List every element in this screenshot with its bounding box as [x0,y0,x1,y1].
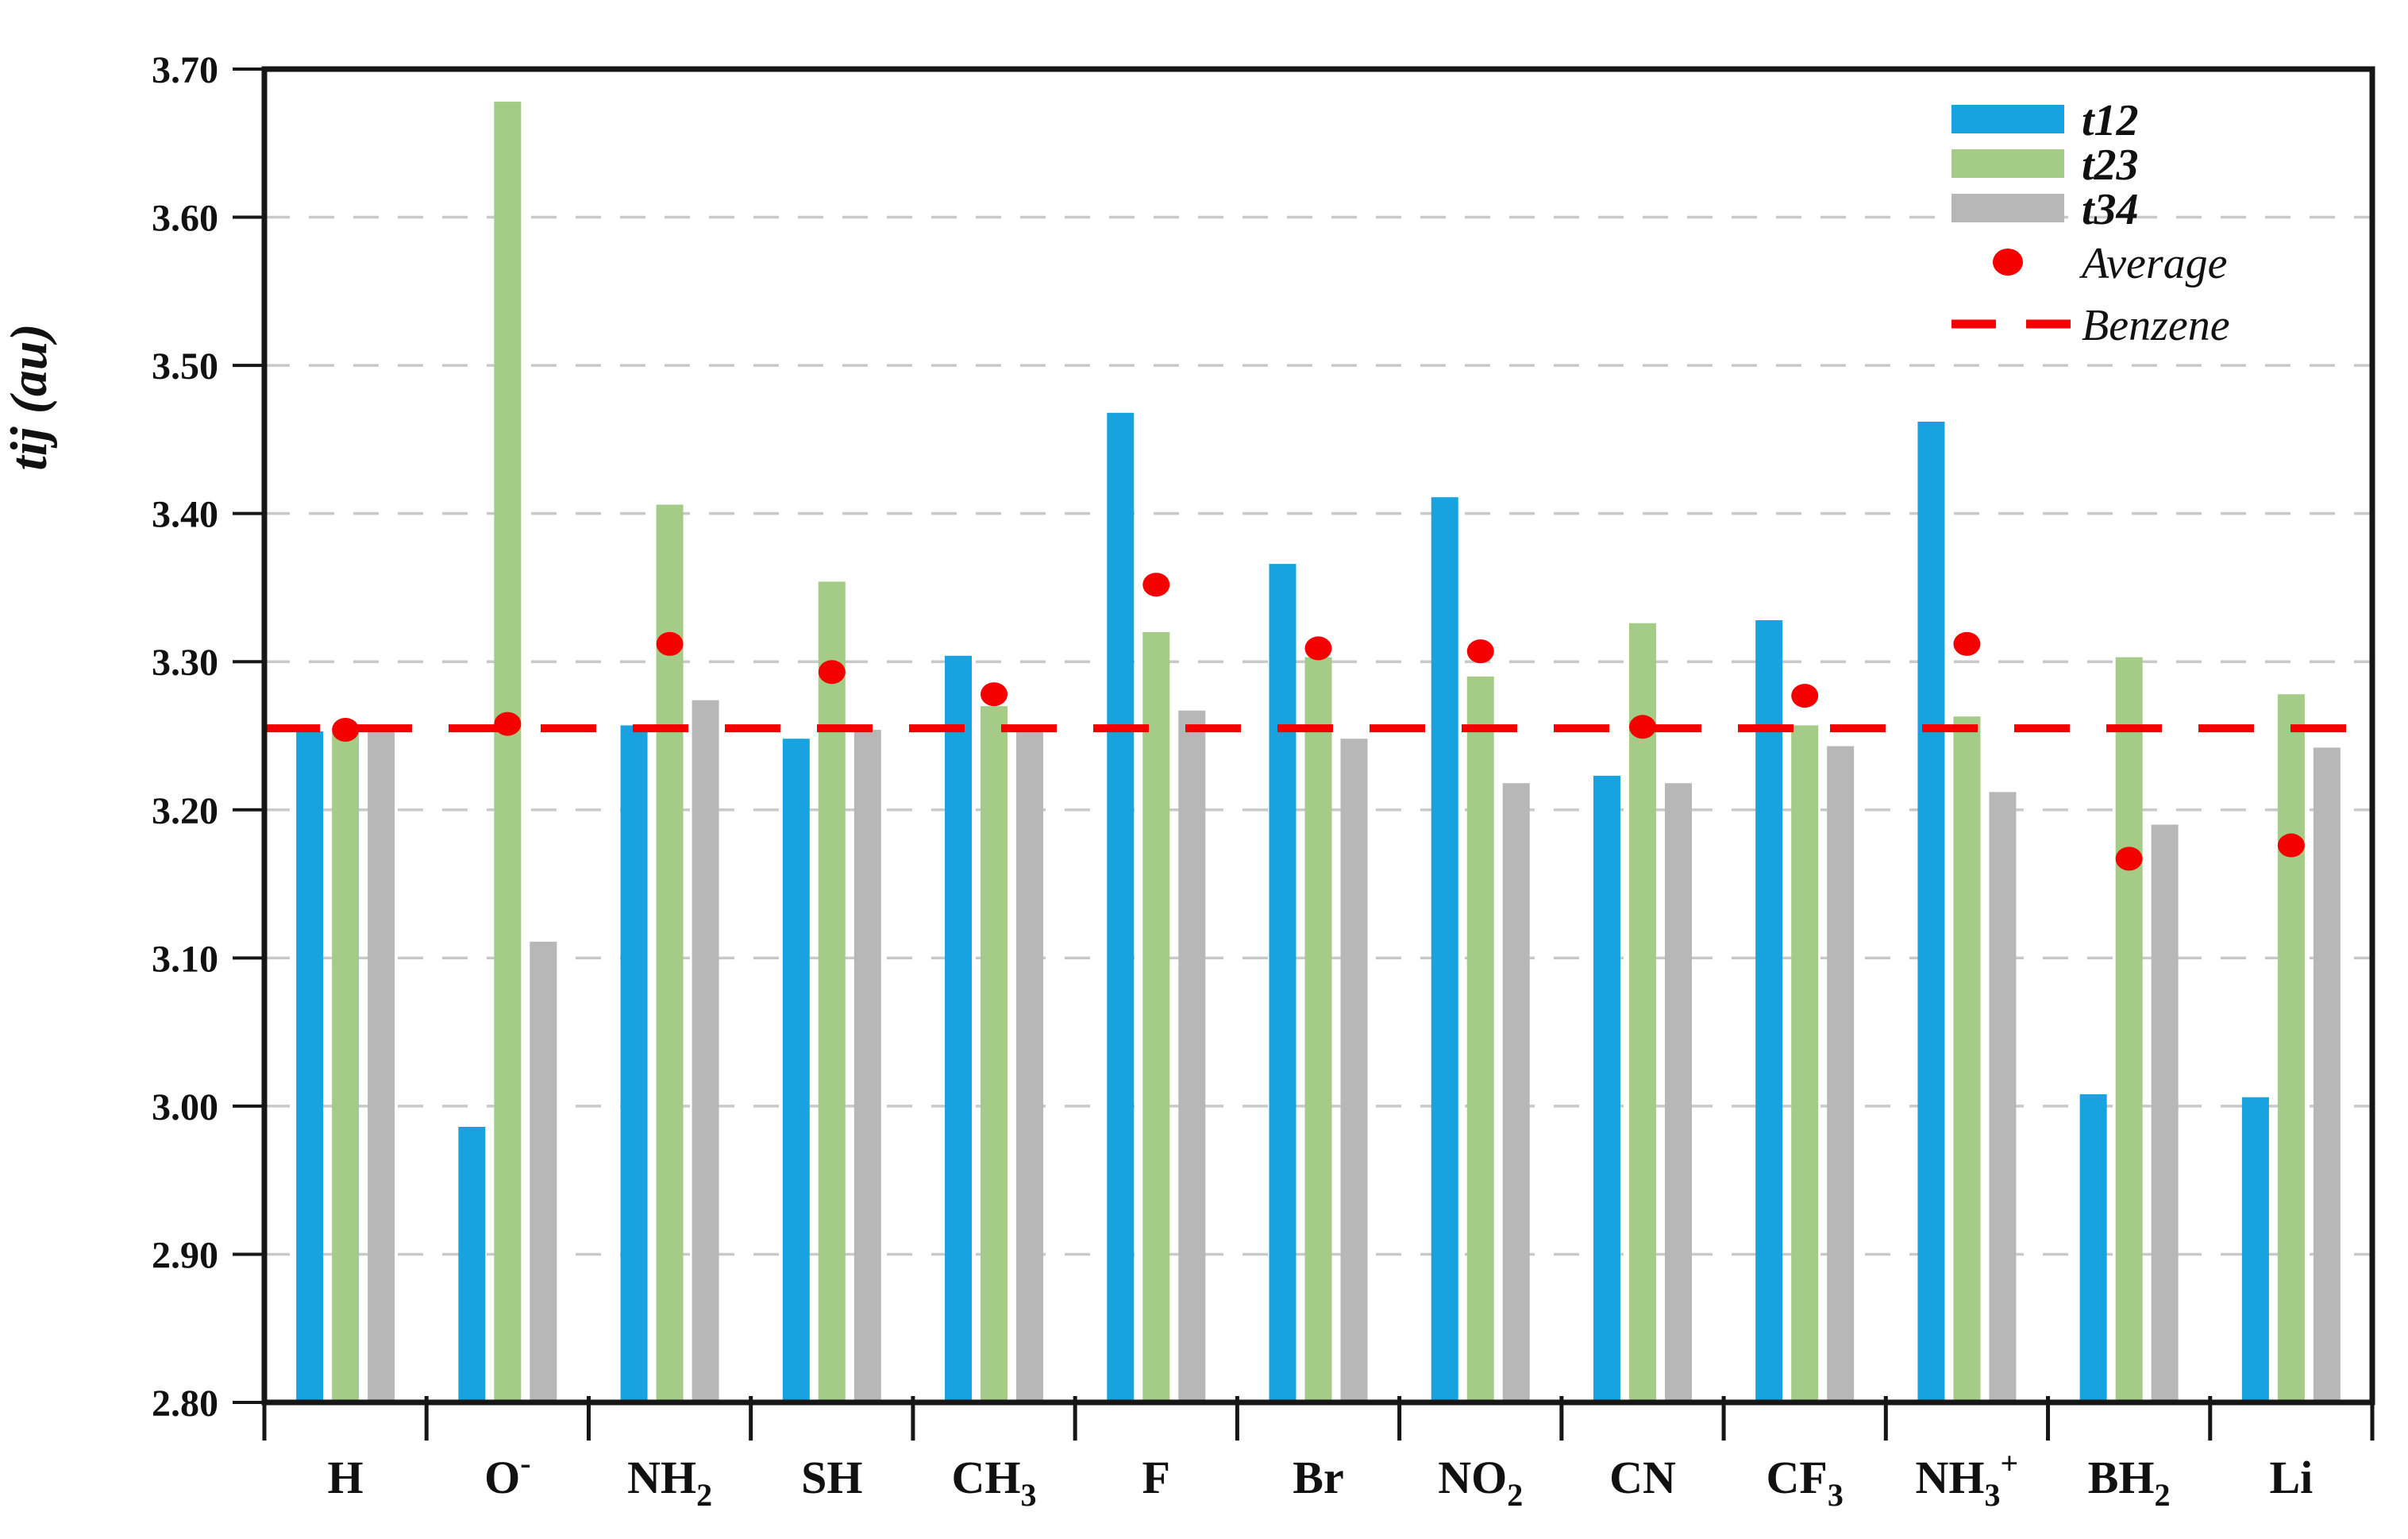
average-dot-SH [818,660,846,685]
bar-t34-NH3+ [1989,792,2017,1402]
x-axis-label-Li: Li [2269,1452,2313,1503]
x-axis-label-CH3: CH3 [952,1452,1037,1513]
bar-t23-NO2 [1466,676,1494,1402]
average-dot-CN [1628,715,1656,739]
axes: 2.80 2.90 3.00 3.10 3.20 3.30 3.40 3.50 3.60 3.70… [152,49,2375,1513]
bar-t34-O- [530,941,557,1402]
y-tick-label: 3.40 [152,494,218,536]
x-axis-label-O-: O- [484,1445,530,1503]
bar-series [296,102,2341,1403]
x-axis-label-SH: SH [801,1452,862,1503]
bar-t34-NO2 [1502,783,1530,1402]
y-tick-label: 3.30 [152,642,218,684]
legend-label-Benzene: Benzene [2082,301,2230,350]
y-tick-label: 2.90 [152,1234,218,1276]
bar-t34-Br [1340,739,1368,1402]
bar-t23-NH3+ [1953,716,1981,1402]
bar-t23-H [332,732,360,1402]
y-tick-label: 2.80 [152,1383,218,1425]
y-tick-label: 3.00 [152,1086,218,1128]
legend-label-Average: Average [2079,239,2227,288]
bar-t34-CH3 [1016,728,1044,1402]
bar-t12-Br [1269,564,1296,1402]
average-dot-CF3 [1791,684,1819,708]
legend-label-t34: t34 [2082,185,2139,234]
bar-t23-BH2 [2115,657,2143,1402]
y-tick-label: 3.50 [152,345,218,388]
average-dot-O- [494,712,522,736]
bar-t34-CF3 [1827,746,1855,1402]
bar-t34-F [1178,710,1206,1402]
y-tick-label: 3.10 [152,938,218,980]
y-tick-label: 3.60 [152,198,218,240]
bar-t12-CF3 [1755,619,1783,1402]
average-dot-Li [2277,833,2305,858]
bar-t12-Li [2241,1097,2269,1402]
bar-t34-Li [2313,747,2341,1402]
average-dot-NO2 [1466,639,1494,664]
legend-dot-average [1993,249,2023,276]
x-axis-label-CN: CN [1609,1452,1676,1503]
legend-swatch-t23 [1951,149,2064,178]
bar-t23-F [1142,631,1170,1402]
legend-swatch-t12 [1951,105,2064,133]
plot-frame [261,66,2375,1406]
bar-t12-NH3+ [1917,422,1945,1402]
bar-t12-NO2 [1431,497,1458,1403]
legend-label-t23: t23 [2082,141,2139,190]
bar-t12-CH3 [945,655,973,1402]
y-tick-label: 3.70 [152,49,218,91]
bar-t12-NH2 [620,725,648,1402]
x-axis-label-F: F [1142,1452,1170,1503]
x-axis-label-H: H [328,1452,364,1503]
bar-t34-CN [1664,783,1692,1402]
legend-swatch-t34 [1951,194,2064,222]
bar-t34-NH2 [692,700,719,1402]
legend-label-t12: t12 [2082,96,2139,145]
bar-t34-H [368,730,395,1402]
x-axis-label-BH2: BH2 [2088,1452,2171,1513]
average-dot-H [332,718,360,742]
x-axis-label-CF3: CF3 [1767,1452,1844,1513]
bar-t23-SH [818,581,846,1403]
bar-t12-O- [458,1127,486,1402]
y-tick-label: 3.20 [152,790,218,832]
bar-t23-CN [1628,623,1656,1402]
bar-t23-CF3 [1791,725,1819,1402]
bar-t34-SH [853,730,881,1402]
average-dot-NH3+ [1953,631,1981,656]
average-markers [332,573,2305,871]
x-axis-label-NH3+: NH3+ [1916,1445,2019,1513]
x-axis-label-Br: Br [1293,1452,1343,1503]
bar-t12-F [1107,412,1135,1403]
bar-t12-SH [782,739,810,1402]
bar-t23-CH3 [981,706,1008,1402]
average-dot-BH2 [2115,847,2143,871]
average-dot-CH3 [981,682,1008,707]
average-dot-NH2 [656,631,684,656]
x-axis-label-NH2: NH2 [627,1452,712,1513]
bar-t12-H [296,731,324,1402]
average-dot-F [1142,573,1170,597]
y-axis-title: tij (au) [0,323,58,470]
bar-t23-Li [2277,694,2305,1402]
bar-t23-Br [1304,657,1332,1402]
bar-t34-BH2 [2151,824,2179,1402]
average-dot-Br [1304,636,1332,661]
bar-t12-BH2 [2079,1094,2107,1402]
bar-t12-CN [1593,775,1620,1402]
x-axis-label-NO2: NO2 [1438,1452,1523,1513]
bar-t23-O- [494,102,522,1402]
